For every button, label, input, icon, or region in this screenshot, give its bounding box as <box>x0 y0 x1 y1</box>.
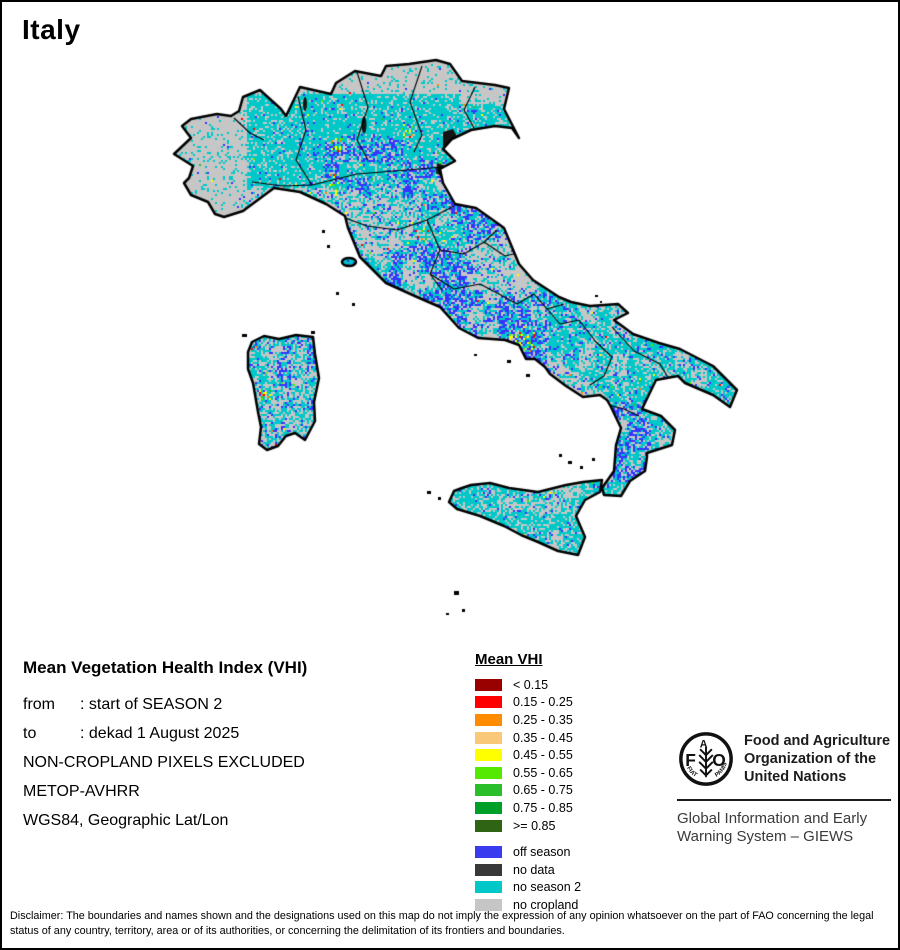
legend-row: 0.45 - 0.55 <box>475 746 581 764</box>
legend-row: no data <box>475 861 581 879</box>
legend-swatch <box>475 863 502 876</box>
legend-row: 0.35 - 0.45 <box>475 729 581 747</box>
legend-swatch <box>475 801 502 814</box>
fao-org-line: Organization of the <box>744 751 877 767</box>
legend-label: 0.15 - 0.25 <box>513 695 573 710</box>
legend-label: 0.35 - 0.45 <box>513 730 573 745</box>
legend-row: 0.55 - 0.65 <box>475 764 581 782</box>
legend-swatch <box>475 819 502 832</box>
legend-swatch <box>475 731 502 744</box>
legend-row: >= 0.85 <box>475 817 581 835</box>
giews-name: Global Information and Early Warning Sys… <box>677 810 891 846</box>
info-line-cropland: NON-CROPLAND PIXELS EXCLUDED <box>23 754 305 771</box>
legend-row: 0.65 - 0.75 <box>475 782 581 800</box>
legend-swatch <box>475 678 502 691</box>
legend-label: 0.25 - 0.35 <box>513 712 573 727</box>
legend-label: >= 0.85 <box>513 818 556 833</box>
info-from-label: from <box>23 696 55 713</box>
fao-brand-row: F A O FIAT PANIS Food and Agriculture Or… <box>677 730 891 788</box>
legend-season-classes: off season no data no season 2 no cropla… <box>475 843 581 913</box>
legend-label: off season <box>513 845 571 860</box>
legend-swatch <box>475 846 502 859</box>
info-from-value: : start of SEASON 2 <box>80 696 223 713</box>
disclaimer-text: Disclaimer: The boundaries and names sho… <box>10 910 874 937</box>
legend-label: 0.75 - 0.85 <box>513 800 573 815</box>
fao-org-name: Food and Agriculture Organization of the… <box>744 730 890 786</box>
legend-swatch <box>475 898 502 911</box>
map-info-block: Mean Vegetation Health Index (VHI) from:… <box>23 658 307 835</box>
legend-label: no cropland <box>513 897 579 912</box>
legend-label: 0.45 - 0.55 <box>513 748 573 763</box>
italy-vhi-map-canvas <box>2 2 898 637</box>
legend-row: 0.25 - 0.35 <box>475 711 581 729</box>
fao-org-line: United Nations <box>744 769 847 785</box>
info-to-value: : dekad 1 August 2025 <box>80 725 240 742</box>
legend-title: Mean VHI <box>475 651 543 668</box>
legend-row: < 0.15 <box>475 676 581 694</box>
legend-swatch <box>475 713 502 726</box>
fao-org-line: Food and Agriculture <box>744 733 891 749</box>
legend-label: no data <box>513 862 555 877</box>
legend: Mean VHI < 0.15 0.15 - 0.25 0.25 - 0.35 … <box>475 651 581 914</box>
giews-line: Global Information and Early <box>677 810 868 827</box>
legend-swatch <box>475 749 502 762</box>
giews-line: Warning System – GIEWS <box>677 828 854 845</box>
legend-swatch <box>475 696 502 709</box>
legend-row: off season <box>475 843 581 861</box>
svg-text:O: O <box>712 750 726 770</box>
legend-label: 0.65 - 0.75 <box>513 783 573 798</box>
legend-row: no cropland <box>475 896 581 914</box>
legend-row: 0.15 - 0.25 <box>475 694 581 712</box>
legend-label: 0.55 - 0.65 <box>513 765 573 780</box>
legend-row: no season 2 <box>475 879 581 897</box>
legend-vhi-classes: < 0.15 0.15 - 0.25 0.25 - 0.35 0.35 - 0.… <box>475 676 581 834</box>
legend-swatch <box>475 881 502 894</box>
fao-logo-icon: F A O FIAT PANIS <box>679 732 733 786</box>
legend-swatch <box>475 784 502 797</box>
brand-divider <box>677 799 891 801</box>
info-line-projection: WGS84, Geographic Lat/Lon <box>23 812 229 829</box>
info-row-from: from : start of SEASON 2 <box>23 690 307 719</box>
svg-text:F: F <box>685 750 696 770</box>
legend-swatch <box>475 766 502 779</box>
legend-label: < 0.15 <box>513 677 549 692</box>
info-line-sensor: METOP-AVHRR <box>23 783 140 800</box>
fao-branding: F A O FIAT PANIS Food and Agriculture Or… <box>677 730 891 846</box>
legend-label: no season 2 <box>513 880 582 895</box>
info-to-label: to <box>23 725 37 742</box>
svg-text:A: A <box>700 738 708 750</box>
info-heading: Mean Vegetation Health Index (VHI) <box>23 658 308 677</box>
info-row-to: to : dekad 1 August 2025 <box>23 719 307 748</box>
legend-row: 0.75 - 0.85 <box>475 799 581 817</box>
